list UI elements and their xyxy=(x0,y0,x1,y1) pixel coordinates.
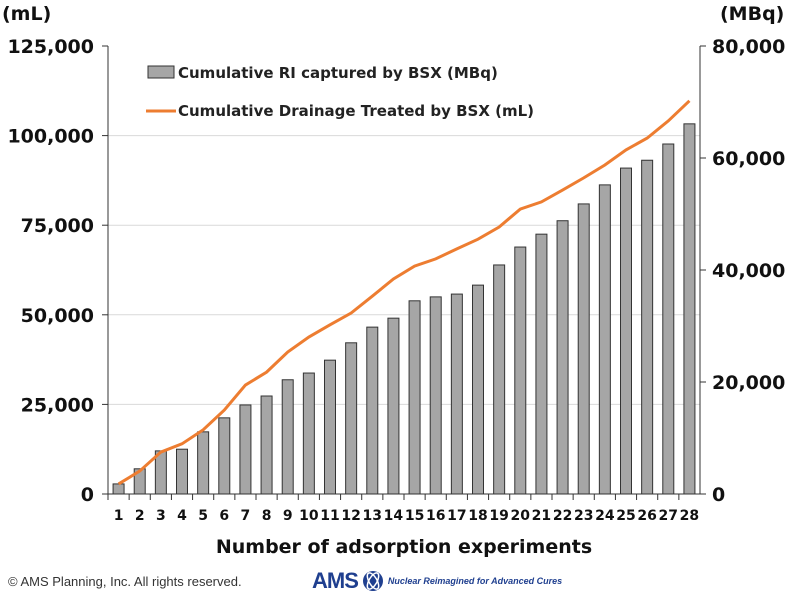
x-tick-label: 2 xyxy=(135,508,145,524)
x-tick-label: 12 xyxy=(341,508,360,524)
left-axis-unit: (mL) xyxy=(2,3,51,25)
bar xyxy=(450,293,463,495)
copyright: © AMS Planning, Inc. All rights reserved… xyxy=(8,574,242,589)
bar xyxy=(429,296,442,495)
x-tick-label: 19 xyxy=(489,508,508,524)
x-tick-label: 27 xyxy=(659,508,678,524)
legend-bar-label: Cumulative RI captured by BSX (MBq) xyxy=(178,64,498,82)
right-tick-label: 40,000 xyxy=(712,260,785,282)
right-tick-label: 80,000 xyxy=(712,36,785,58)
bar xyxy=(387,317,400,495)
bar xyxy=(683,123,696,495)
left-tick-label: 75,000 xyxy=(21,215,94,237)
bar xyxy=(218,417,231,495)
right-tick-label: 20,000 xyxy=(712,372,785,394)
bar xyxy=(345,342,358,495)
x-tick-label: 10 xyxy=(299,508,319,524)
bar xyxy=(556,220,569,495)
x-tick-label: 25 xyxy=(616,508,635,524)
x-tick-label: 1 xyxy=(114,508,124,524)
bar xyxy=(112,483,125,495)
x-tick-label: 4 xyxy=(177,508,187,524)
bar xyxy=(366,326,379,495)
logo-text: AMS xyxy=(312,568,359,593)
x-axis-label: Number of adsorption experiments xyxy=(216,536,592,558)
bar xyxy=(408,300,421,495)
bar xyxy=(641,159,654,495)
x-tick-label: 15 xyxy=(405,508,424,524)
ams-logo: AMS Nuclear Reimagined for Advanced Cure… xyxy=(312,568,562,594)
x-tick-label: 7 xyxy=(241,508,251,524)
bar xyxy=(598,184,611,495)
bar xyxy=(281,379,294,495)
x-tick-label: 18 xyxy=(468,508,487,524)
x-tick-label: 24 xyxy=(595,508,615,524)
x-tick-label: 9 xyxy=(283,508,293,524)
x-tick-label: 6 xyxy=(219,508,229,524)
x-tick-label: 13 xyxy=(363,508,382,524)
left-tick-label: 125,000 xyxy=(7,36,94,58)
left-tick-label: 100,000 xyxy=(7,126,94,148)
x-tick-label: 20 xyxy=(511,508,531,524)
legend-bar-swatch xyxy=(147,65,175,79)
x-tick-label: 14 xyxy=(384,508,404,524)
right-tick-label: 0 xyxy=(712,484,725,506)
bar xyxy=(514,246,527,495)
x-tick-label: 28 xyxy=(680,508,699,524)
logo-tagline: Nuclear Reimagined for Advanced Cures xyxy=(387,576,563,586)
x-tick-label: 17 xyxy=(447,508,466,524)
atom-icon xyxy=(362,571,383,591)
x-tick-label: 16 xyxy=(426,508,445,524)
left-tick-label: 50,000 xyxy=(21,305,94,327)
bar xyxy=(472,284,484,495)
x-tick-label: 26 xyxy=(637,508,656,524)
x-tick-label: 22 xyxy=(553,508,572,524)
bar xyxy=(176,448,188,495)
x-tick-label: 11 xyxy=(320,508,339,524)
left-tick-label: 0 xyxy=(81,484,94,506)
x-tick-label: 8 xyxy=(262,508,272,524)
bar xyxy=(577,203,590,495)
bar xyxy=(620,167,632,495)
legend-line-label: Cumulative Drainage Treated by BSX (mL) xyxy=(178,102,534,120)
x-tick-label: 3 xyxy=(156,508,166,524)
combo-chart: 0 25,000 50,000 75,000 100,000 125,000 0 20,000… xyxy=(2,3,785,558)
bar xyxy=(197,431,210,495)
bar xyxy=(260,395,273,495)
bar xyxy=(324,359,336,495)
bar xyxy=(239,404,252,495)
bar xyxy=(302,372,315,495)
bar xyxy=(133,468,146,495)
x-tick-label: 23 xyxy=(574,508,593,524)
left-tick-label: 25,000 xyxy=(21,394,94,416)
right-axis-unit: (MBq) xyxy=(720,3,784,25)
bar xyxy=(493,264,506,495)
drainage-line xyxy=(117,99,691,486)
bar xyxy=(662,143,675,495)
right-tick-label: 60,000 xyxy=(712,148,785,170)
bar xyxy=(535,233,548,495)
x-tick-label: 21 xyxy=(532,508,551,524)
x-tick-label: 5 xyxy=(198,508,208,524)
